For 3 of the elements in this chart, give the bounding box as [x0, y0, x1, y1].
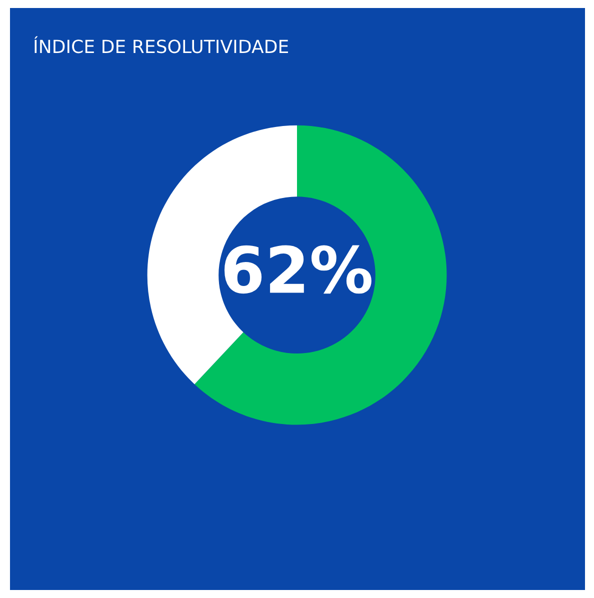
data-label: 62% [224, 245, 372, 294]
chart-title: ÍNDICE DE RESOLUTIVIDADE [34, 36, 288, 54]
donut-slice [194, 125, 447, 425]
